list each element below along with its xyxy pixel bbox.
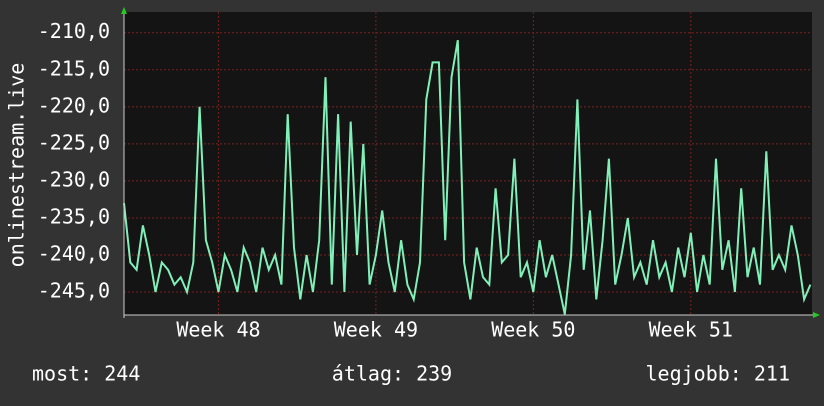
y-tick-label: -240,0 — [38, 241, 110, 265]
y-tick-label: -235,0 — [38, 204, 110, 228]
x-arrow — [813, 312, 820, 318]
x-tick-label: Week 48 — [176, 318, 260, 342]
plot-area — [124, 12, 812, 315]
y-tick-label: -210,0 — [38, 19, 110, 43]
x-tick-label: Week 50 — [491, 318, 575, 342]
x-tick-label: Week 51 — [649, 318, 733, 342]
y-axis-label: onlinestream.live — [5, 63, 29, 268]
y-tick-label: -215,0 — [38, 56, 110, 80]
x-tick-label: Week 49 — [334, 318, 418, 342]
footer-current: most: 244 — [32, 362, 140, 386]
y-tick-label: -225,0 — [38, 130, 110, 154]
footer-best: legjobb: 211 — [646, 362, 791, 386]
footer-average: átlag: 239 — [332, 362, 452, 386]
series-line — [123, 40, 812, 315]
y-tick-label: -245,0 — [38, 279, 110, 303]
y-tick-label: -230,0 — [38, 167, 110, 191]
y-arrow — [121, 7, 127, 14]
y-tick-label: -220,0 — [38, 93, 110, 117]
